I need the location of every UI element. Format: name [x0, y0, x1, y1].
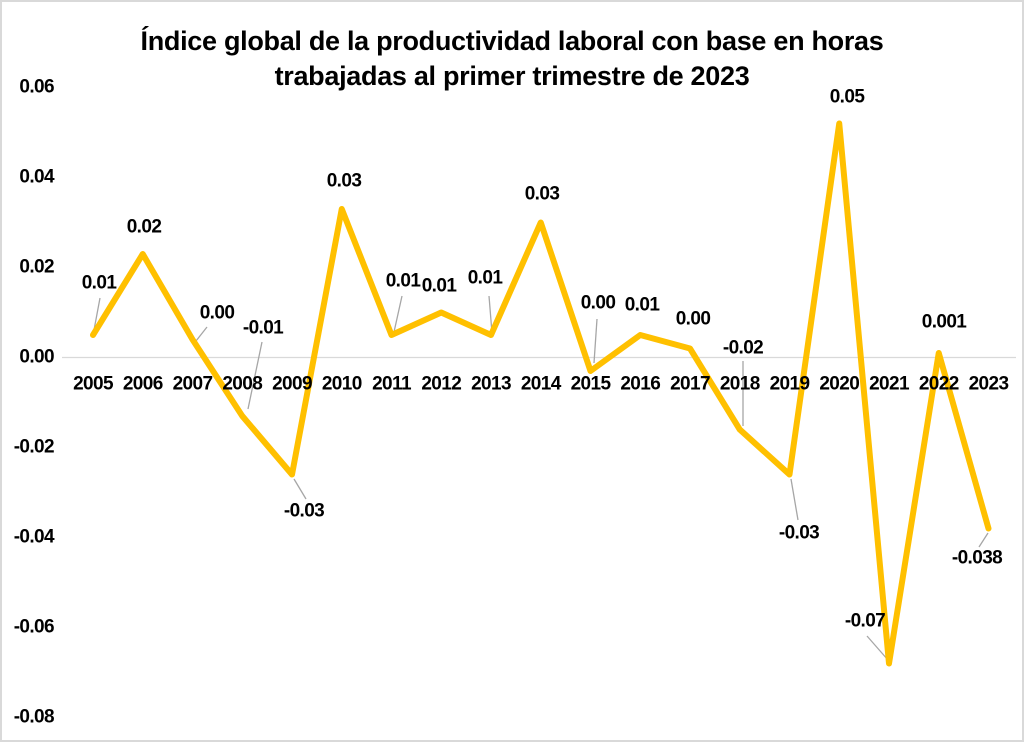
y-axis-tick-label: 0.04: [19, 166, 54, 188]
data-label: 0.001: [921, 311, 967, 333]
data-label-leader-line: [790, 478, 799, 521]
data-label: -0.01: [242, 317, 284, 339]
data-label-leader-line: [195, 326, 208, 342]
data-label: 0.01: [624, 294, 660, 316]
x-axis-tick-label: 2017: [670, 373, 710, 395]
chart-title-line1: Índice global de la productividad labora…: [140, 26, 884, 56]
y-axis-tick-label: 0.02: [19, 256, 54, 278]
x-axis-tick-label: 2012: [421, 373, 462, 395]
x-axis-tick-label: 2015: [570, 373, 611, 395]
y-axis-tick-label: -0.04: [13, 526, 55, 548]
y-axis-tick-label: 0.06: [19, 76, 54, 98]
data-label: 0.01: [467, 267, 503, 289]
data-label: -0.03: [283, 500, 325, 522]
data-label-leader-line: [93, 297, 101, 331]
data-label-leader-line: [866, 635, 889, 661]
x-axis-tick-label: 2019: [769, 373, 810, 395]
data-label-leader-line: [978, 532, 989, 548]
x-axis-tick-label: 2011: [372, 373, 411, 395]
data-label-leader-line: [593, 318, 598, 364]
data-label: -0.02: [722, 337, 764, 359]
productivity-series-line: [90, 120, 992, 667]
y-axis-tick-label: -0.02: [13, 436, 55, 458]
x-axis-tick-label: 2014: [520, 373, 561, 395]
x-axis-tick-label: 2020: [819, 373, 860, 395]
data-label: 0.01: [421, 275, 457, 297]
data-label-leader-line: [247, 341, 263, 410]
x-axis-tick-label: 2013: [471, 373, 511, 395]
x-axis-tick-label: 2005: [73, 373, 113, 395]
x-axis-tick-label: 2018: [719, 373, 760, 395]
y-axis-tick-label: -0.06: [13, 616, 55, 638]
data-label: 0.01: [81, 272, 117, 294]
data-label: 0.00: [199, 302, 235, 324]
y-axis-tick-label: -0.08: [13, 706, 55, 728]
data-label: -0.03: [778, 522, 820, 544]
data-label-leader-line: [293, 478, 307, 500]
x-axis-tick-label: 2023: [968, 373, 1009, 395]
x-axis-tick-label: 2008: [222, 373, 263, 395]
x-axis-tick-label: 2006: [122, 373, 163, 395]
x-axis-tick-label: 2010: [321, 373, 362, 395]
x-axis-tick-label: 2022: [918, 373, 959, 395]
data-label: 0.01: [385, 270, 421, 292]
data-label: 0.02: [126, 216, 162, 238]
data-label: 0.05: [829, 86, 865, 108]
data-label: 0.03: [326, 170, 362, 192]
data-label: -0.038: [951, 547, 1003, 569]
data-label: 0.00: [675, 308, 711, 330]
data-label: 0.00: [580, 292, 616, 314]
x-axis-tick-label: 2007: [172, 373, 213, 395]
data-label-leader-line: [393, 295, 403, 333]
x-axis-tick-label: 2016: [620, 373, 661, 395]
y-axis-tick-label: 0.00: [19, 346, 54, 368]
data-label: -0.07: [844, 610, 886, 632]
chart-title: Índice global de la productividad labora…: [2, 24, 1022, 94]
x-axis-tick-label: 2009: [272, 373, 312, 395]
chart-title-line2: trabajadas al primer trimestre de 2023: [274, 61, 750, 91]
x-axis-tick-label: 2021: [869, 373, 909, 395]
data-label: 0.03: [524, 183, 560, 205]
